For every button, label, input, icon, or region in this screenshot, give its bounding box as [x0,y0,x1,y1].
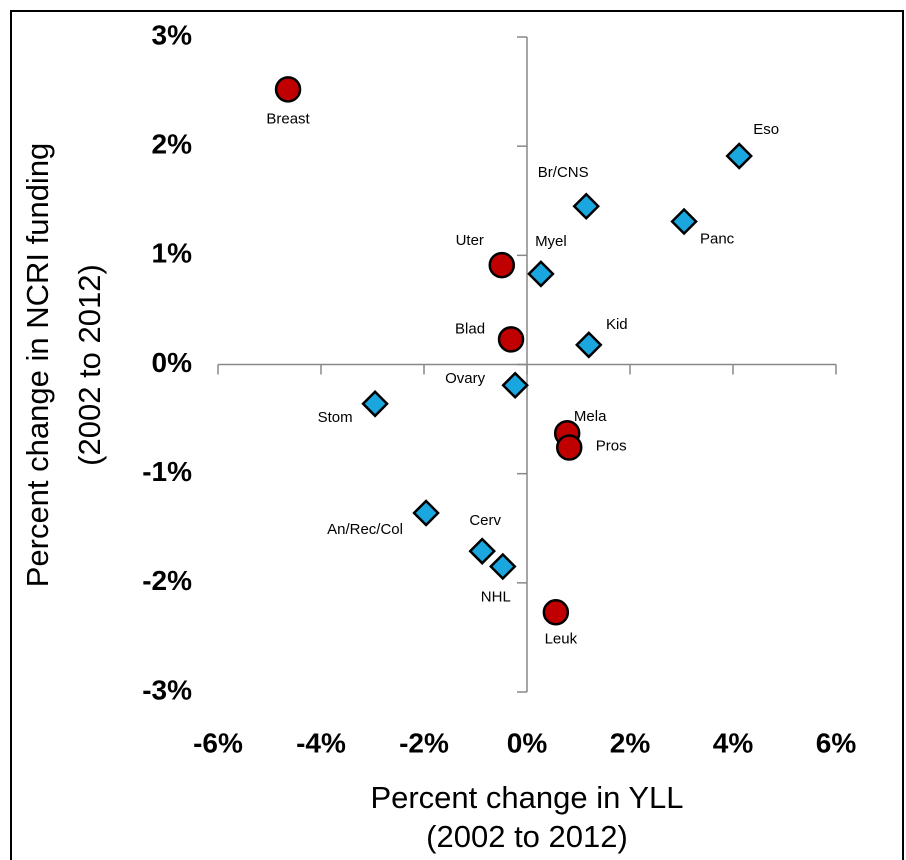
point-label: Myel [535,233,567,250]
point [575,331,603,359]
point-label: Mela [574,408,607,425]
x-tick-label: 2% [610,727,651,758]
point [412,499,440,527]
frame [10,10,904,860]
point-label: Pros [596,437,627,454]
point [542,599,570,626]
y-tick-label: 0% [152,347,193,378]
point-label: Cerv [469,512,501,529]
y-tick-label: 3% [152,19,193,50]
point-label: Panc [700,230,735,247]
point-label: Br/CNS [538,164,589,181]
point-label: Uter [456,232,484,249]
point [468,537,496,565]
point [527,260,555,288]
y-axis-label: Percent change in NCRI funding [20,143,55,588]
point [572,192,600,220]
x-tick-label: 6% [816,727,857,758]
y-axis-label: (2002 to 2012) [72,264,107,466]
point [489,552,517,581]
y-tick-label: -3% [142,674,192,705]
x-axis-label: (2002 to 2012) [426,819,628,854]
x-tick-label: 0% [507,727,548,758]
x-tick-label: 4% [713,727,754,758]
x-tick-label: -2% [399,727,449,758]
point-label: Stom [318,409,353,426]
point [488,251,516,279]
point-label: Ovary [445,370,486,387]
point [670,207,698,236]
point [501,371,529,400]
point-label: Eso [753,121,779,138]
point-label: Kid [606,316,628,333]
point-label: Leuk [545,630,578,647]
point [555,434,583,461]
point [725,142,753,170]
point-label: An/Rec/Col [327,521,403,538]
y-tick-label: 2% [152,129,193,160]
x-tick-label: -6% [193,727,243,758]
point-label: Breast [266,110,310,127]
point [361,390,389,418]
point-label: Blad [455,320,485,337]
y-tick-label: -1% [142,456,192,487]
point [497,326,525,353]
y-tick-label: -2% [142,565,192,596]
y-tick-label: 1% [152,238,193,269]
x-axis-label: Percent change in YLL [370,780,683,815]
x-tick-label: -4% [296,727,346,758]
point [274,76,302,103]
point-label: NHL [481,588,511,605]
